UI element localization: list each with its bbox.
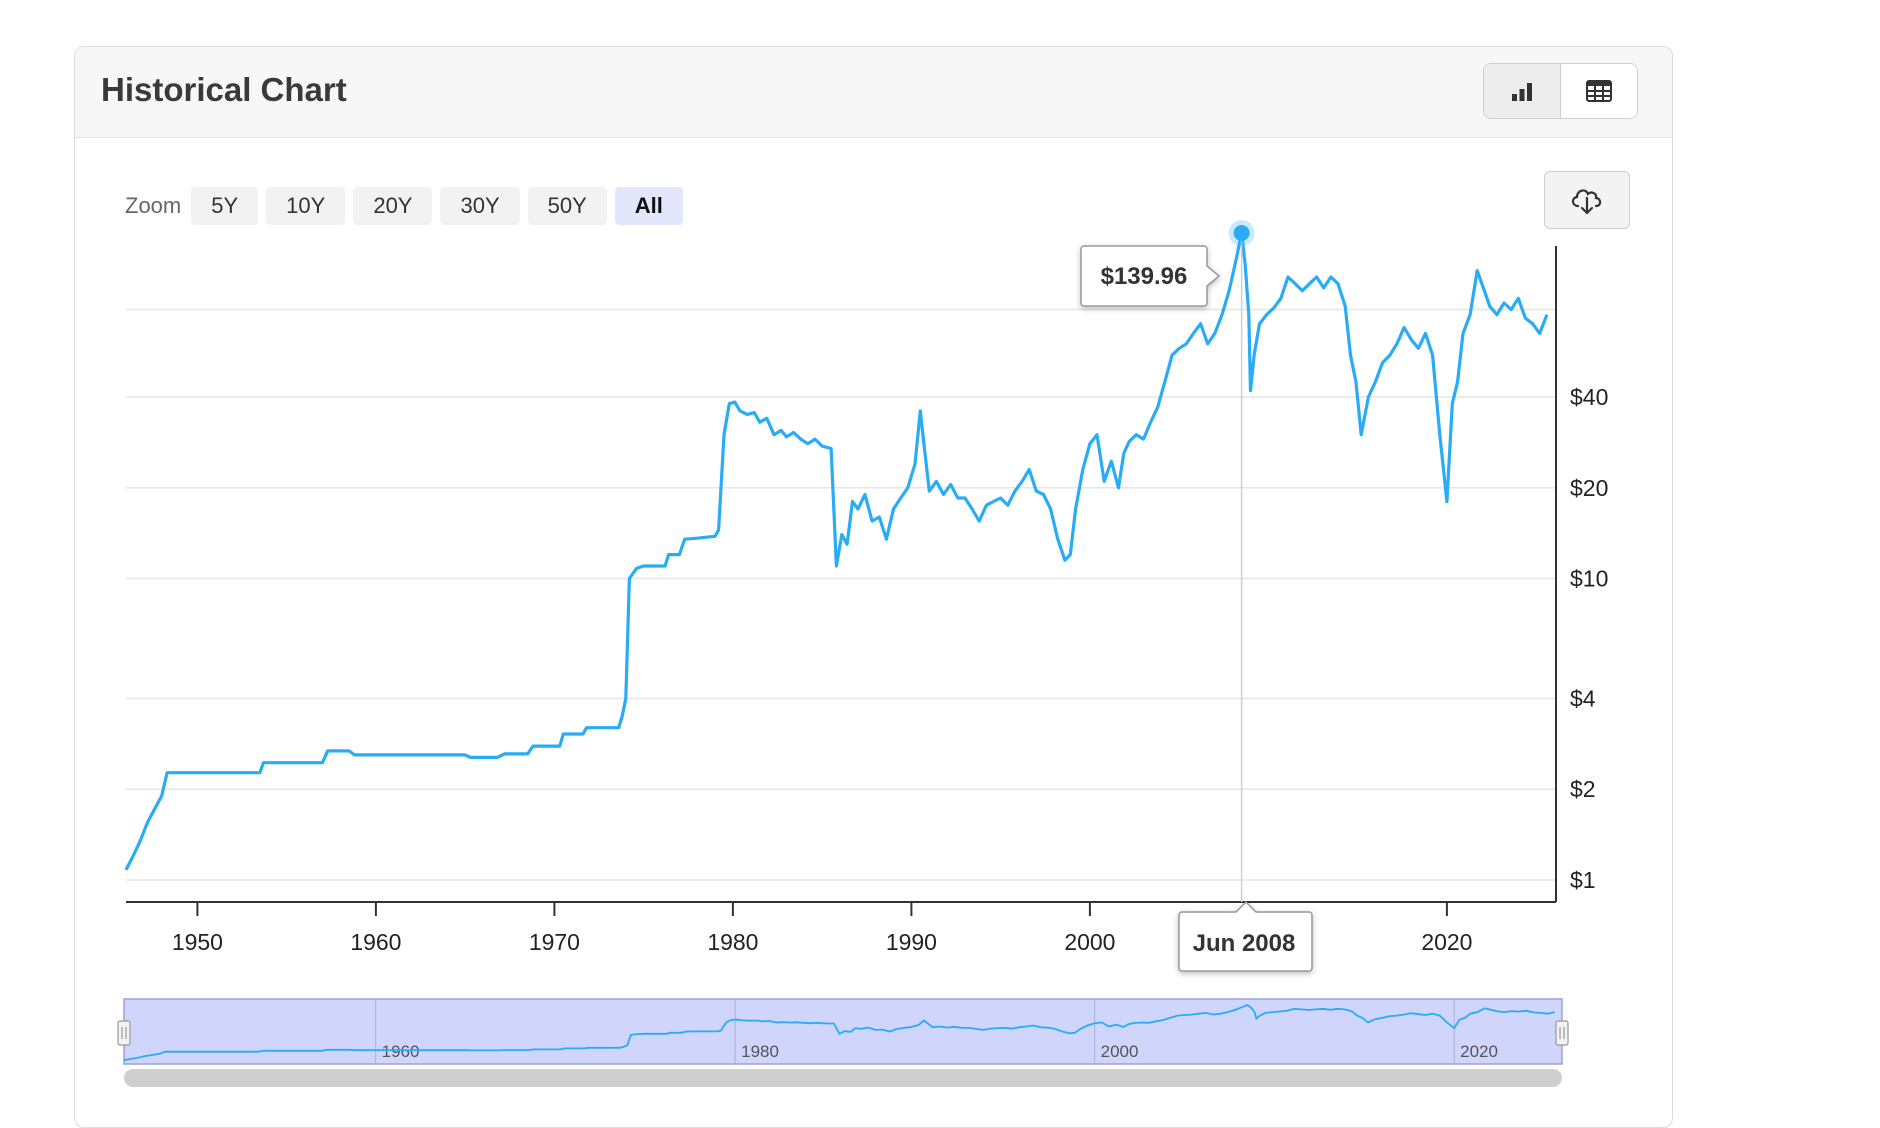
historical-chart-card: Historical Chart [74,46,1673,1128]
handle-grip[interactable] [117,1020,131,1046]
navigator-scrollbar[interactable] [124,1069,1562,1087]
zoom-label: Zoom [125,193,182,218]
zoom-10y-button[interactable]: 10Y [266,187,346,225]
zoom-5y-button[interactable]: 5Y [191,187,259,225]
y-tick-label: $20 [1570,475,1608,501]
table-icon [1586,80,1612,102]
y-tick-label: $40 [1570,384,1608,410]
value-tooltip [1080,245,1221,307]
y-tick-label: $4 [1570,685,1596,711]
cloud-download-icon [1571,189,1602,215]
card-header: Historical Chart [75,47,1672,138]
navigator-tick-label: 2000 [1101,1042,1139,1061]
x-tick-label: 1970 [529,929,580,955]
navigator-tick-label: 2020 [1460,1042,1498,1061]
zoom-20y-button[interactable]: 20Y [353,187,433,225]
bar-chart-icon [1512,83,1532,101]
date-tooltip [1178,900,1313,972]
x-tick-label: 1950 [172,929,223,955]
zoom-controls: Zoom 5Y 10Y 20Y 30Y 50Y All [125,187,683,225]
hover-point[interactable] [1233,225,1250,241]
navigator-right-handle[interactable] [1555,1020,1569,1046]
x-tick-label: 2020 [1421,929,1472,955]
y-tick-label: $2 [1570,776,1596,802]
x-tick-label: 2000 [1064,929,1115,955]
table-view-button[interactable] [1561,64,1637,118]
x-tick-label: 1960 [350,929,401,955]
value-tooltip-text: $139.96 [1101,263,1188,290]
navigator-series-line [123,1003,1555,1061]
download-button[interactable] [1544,171,1630,229]
chart-view-button[interactable] [1484,64,1561,118]
handle-grip[interactable] [1555,1020,1569,1046]
navigator-tick-label: 1960 [382,1042,420,1061]
view-toggle [1483,63,1638,119]
zoom-all-button[interactable]: All [614,187,683,225]
navigator-tick-label: 1980 [741,1042,779,1061]
x-tick-label: 1990 [886,929,937,955]
y-tick-label: $1 [1570,867,1596,893]
date-tooltip-text: Jun 2008 [1193,930,1296,957]
zoom-50y-button[interactable]: 50Y [527,187,607,225]
price-series-line [124,231,1549,871]
x-tick-label: 1980 [707,929,758,955]
card-title: Historical Chart [101,71,347,108]
zoom-30y-button[interactable]: 30Y [440,187,520,225]
y-tick-label: $10 [1570,566,1608,592]
navigator-left-handle[interactable] [117,1020,131,1046]
price-chart[interactable]: $1 $2 $4 $10 $20 $40 1950 1960 1970 1980 1990 2000 2… [0,0,1880,1103]
